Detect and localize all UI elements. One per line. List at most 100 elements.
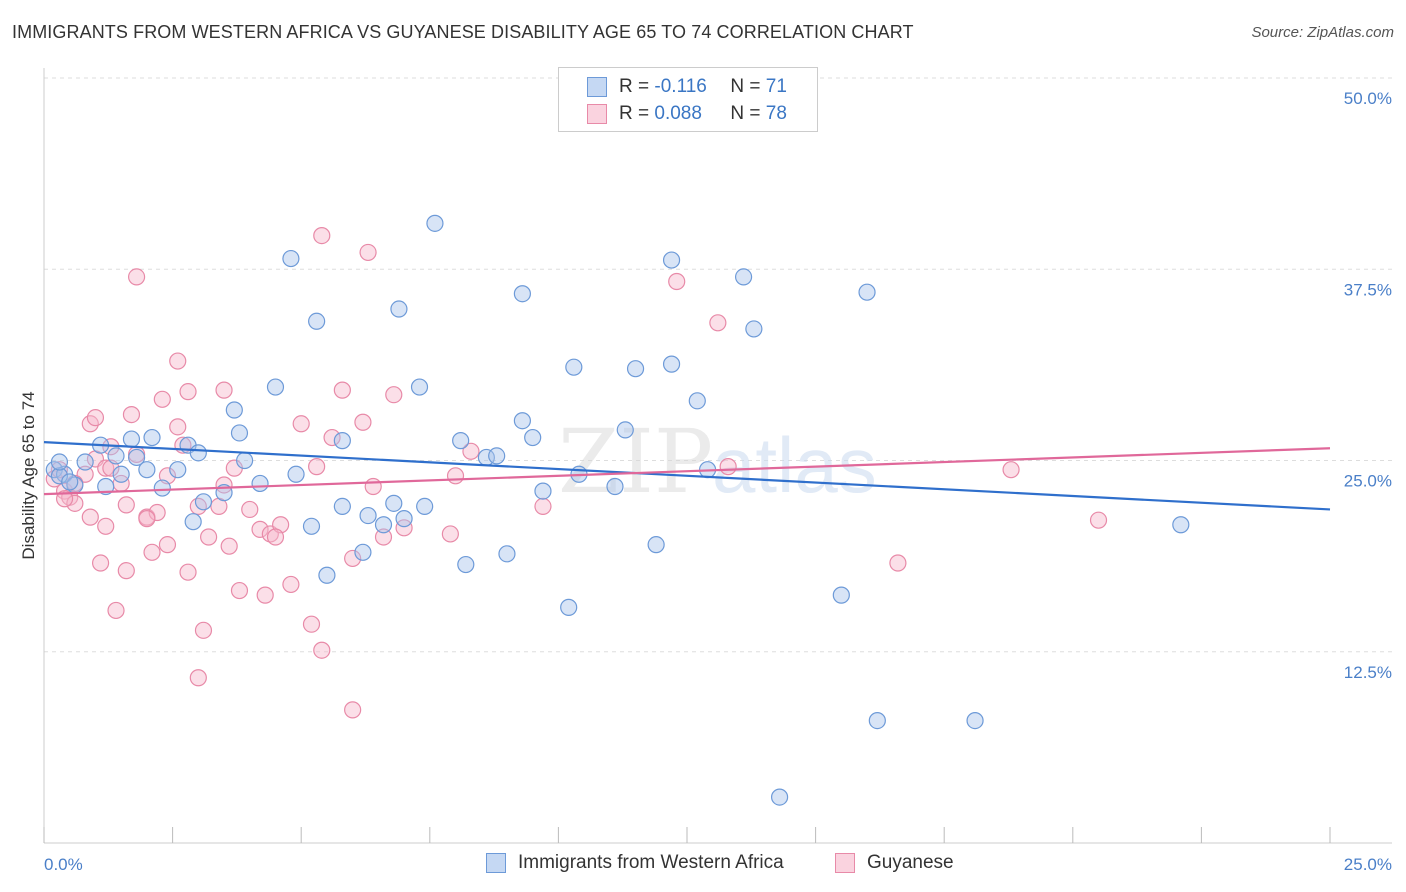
point-guyanese xyxy=(323,428,341,447)
point-guyanese xyxy=(127,268,146,286)
point-guyanese xyxy=(241,500,259,519)
point-western-africa xyxy=(318,566,336,584)
point-guyanese xyxy=(179,383,197,401)
point-guyanese xyxy=(374,528,393,546)
blue-swatch xyxy=(587,77,607,97)
point-guyanese xyxy=(534,497,552,515)
point-western-africa xyxy=(416,497,434,515)
point-guyanese xyxy=(107,601,125,620)
point-western-africa xyxy=(513,285,531,303)
blue-swatch xyxy=(486,853,506,873)
trend-lines xyxy=(43,441,1331,511)
point-guyanese xyxy=(153,390,171,408)
point-guyanese xyxy=(97,459,115,477)
point-western-africa xyxy=(138,461,156,479)
point-western-africa xyxy=(390,300,408,318)
point-guyanese xyxy=(1089,511,1108,529)
r-value-blue: -0.116 xyxy=(654,76,707,97)
point-western-africa xyxy=(745,320,763,338)
point-western-africa xyxy=(457,555,475,574)
point-western-africa xyxy=(662,355,681,373)
point-western-africa xyxy=(426,214,444,232)
x-tick-label: 0.0% xyxy=(44,855,83,874)
watermark-zip: ZIP xyxy=(558,410,713,513)
point-guyanese xyxy=(200,528,218,546)
point-western-africa xyxy=(616,421,634,439)
point-guyanese xyxy=(446,467,465,485)
point-western-africa xyxy=(359,506,377,525)
r-label: R = xyxy=(619,76,650,97)
point-guyanese xyxy=(395,519,413,537)
point-guyanese xyxy=(256,586,274,604)
y-tick-label: 37.5% xyxy=(1344,280,1392,299)
point-western-africa xyxy=(385,494,403,512)
point-western-africa xyxy=(534,482,552,500)
point-guyanese xyxy=(344,701,362,719)
source-label: Source: ZipAtlas.com xyxy=(1251,24,1394,41)
chart-title: IMMIGRANTS FROM WESTERN AFRICA VS GUYANE… xyxy=(12,22,914,42)
point-guyanese xyxy=(194,621,213,639)
point-guyanese xyxy=(143,543,161,561)
n-label: N = xyxy=(730,76,761,97)
point-western-africa xyxy=(122,430,141,448)
point-guyanese xyxy=(66,494,84,512)
point-western-africa xyxy=(513,412,531,430)
point-guyanese xyxy=(282,575,300,594)
point-western-africa xyxy=(770,788,789,806)
point-western-africa xyxy=(230,424,249,442)
point-western-africa xyxy=(282,249,300,268)
point-guyanese xyxy=(359,243,377,262)
point-guyanese xyxy=(719,458,737,476)
point-western-africa xyxy=(858,283,876,301)
point-western-africa xyxy=(107,447,125,465)
point-guyanese xyxy=(81,508,99,526)
point-guyanese xyxy=(313,641,331,659)
trend-line-western-africa xyxy=(43,441,1331,511)
point-western-africa xyxy=(498,545,516,563)
point-western-africa xyxy=(452,432,470,450)
point-guyanese xyxy=(266,528,285,546)
point-guyanese xyxy=(179,563,197,581)
point-guyanese xyxy=(148,503,166,522)
point-guyanese xyxy=(668,272,686,291)
point-guyanese xyxy=(220,537,238,555)
point-guyanese xyxy=(138,510,156,528)
point-western-africa xyxy=(488,447,506,465)
point-guyanese xyxy=(251,520,269,538)
point-guyanese xyxy=(230,581,249,600)
point-western-africa xyxy=(194,493,213,511)
point-western-africa xyxy=(374,516,393,534)
n-value-pink: 78 xyxy=(765,103,787,124)
point-western-africa xyxy=(868,711,886,730)
point-guyanese xyxy=(158,536,177,554)
point-western-africa xyxy=(50,467,69,485)
r-value-pink: 0.088 xyxy=(654,103,702,124)
point-guyanese xyxy=(117,496,135,514)
point-western-africa xyxy=(169,461,187,479)
point-western-africa xyxy=(565,358,583,376)
point-western-africa xyxy=(832,586,850,604)
point-guyanese xyxy=(55,490,74,508)
point-western-africa xyxy=(236,451,254,470)
point-guyanese xyxy=(709,314,727,332)
point-western-africa xyxy=(184,513,202,531)
point-guyanese xyxy=(189,669,207,687)
pink-swatch xyxy=(587,104,607,124)
point-guyanese xyxy=(333,381,351,399)
point-guyanese xyxy=(313,226,331,245)
r-label: R = xyxy=(619,103,650,124)
point-guyanese xyxy=(364,477,382,496)
n-value-blue: 71 xyxy=(765,76,787,97)
point-western-africa xyxy=(734,268,753,286)
legend-label-guyanese: Guyanese xyxy=(867,852,954,873)
point-western-africa xyxy=(302,517,321,535)
point-western-africa xyxy=(112,465,130,483)
point-guyanese xyxy=(302,615,321,633)
point-western-africa xyxy=(560,598,578,616)
point-guyanese xyxy=(169,418,187,436)
legend-item-western-africa: Immigrants from Western Africa xyxy=(486,852,784,874)
n-label: N = xyxy=(730,103,761,124)
point-guyanese xyxy=(122,406,141,424)
stats-legend: R = -0.116 N = 71 R = 0.088 N = 78 xyxy=(558,67,818,132)
